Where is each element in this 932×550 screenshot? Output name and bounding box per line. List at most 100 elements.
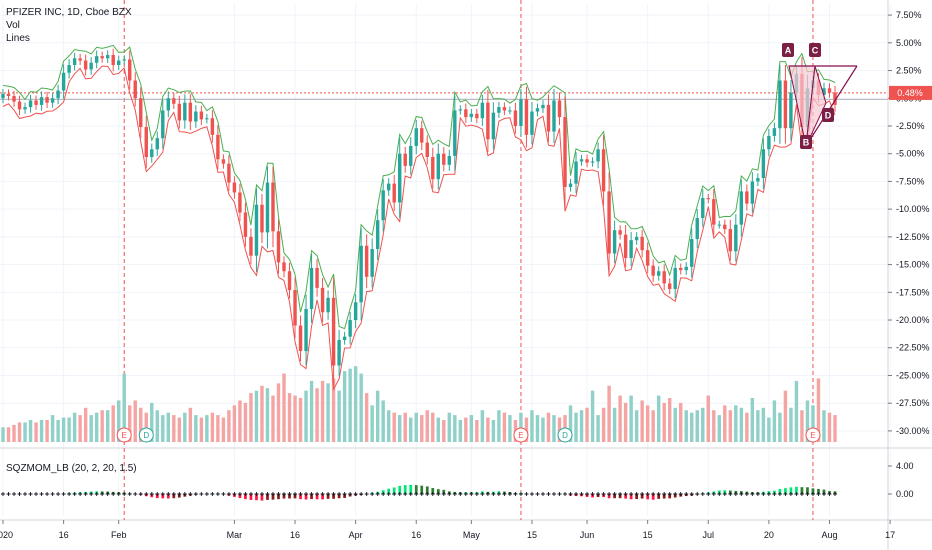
volume-bar — [536, 415, 539, 442]
candle-body — [304, 309, 307, 351]
volume-bar — [34, 422, 37, 442]
candle-body — [679, 268, 682, 270]
volume-bar — [800, 410, 803, 442]
volume-bar — [459, 420, 462, 442]
volume-bar — [833, 415, 836, 442]
candle-body — [178, 104, 181, 121]
chart-legend: PFIZER INC, 1D, Cboe BZX Vol Lines — [6, 6, 132, 45]
pattern-label-b: B — [803, 138, 810, 148]
candle-body — [448, 156, 451, 165]
volume-bar — [530, 410, 533, 442]
price-tick-label-6: -7.50% — [896, 176, 925, 186]
volume-bar — [227, 410, 230, 442]
volume-bar — [288, 393, 291, 442]
volume-bar — [784, 391, 787, 442]
volume-bar — [348, 369, 351, 442]
current-price-label: 0.48% — [897, 88, 923, 98]
candle-body — [359, 246, 362, 303]
volume-bar — [100, 410, 103, 442]
candle-body — [387, 184, 390, 191]
volume-bar — [508, 415, 511, 442]
candle-body — [767, 136, 770, 149]
candle-body — [255, 205, 258, 256]
price-tick-label-4: -2.50% — [896, 121, 925, 131]
volume-bar — [205, 415, 208, 442]
candle-body — [624, 235, 627, 258]
volume-bar — [381, 400, 384, 442]
candle-body — [337, 340, 340, 366]
volume-bar — [442, 420, 445, 442]
volume-bar — [613, 408, 616, 442]
volume-bar — [718, 415, 721, 442]
candle-body — [354, 302, 357, 320]
time-tick-label-11: Jul — [703, 530, 715, 540]
chart-canvas[interactable]: ACDB EDEDE 7.50%5.00%2.50%0.00%-2.50%-5.… — [0, 0, 932, 550]
price-tick-label-8: -12.50% — [896, 232, 930, 242]
price-tick-label-14: -27.50% — [896, 398, 930, 408]
volume-bar — [95, 413, 98, 442]
volume-bar — [299, 398, 302, 442]
price-tick-label-13: -25.00% — [896, 370, 930, 380]
volume-indicator-label[interactable]: Vol — [6, 19, 132, 32]
volume-bar — [7, 427, 10, 442]
volume-bar — [580, 410, 583, 442]
volume-bar — [640, 400, 643, 442]
candle-body — [332, 298, 335, 366]
time-tick-label-12: 20 — [764, 530, 774, 540]
candle-body — [282, 262, 285, 271]
candle-body — [293, 290, 296, 325]
candle-body — [321, 288, 324, 312]
symbol-title[interactable]: PFIZER INC, 1D, Cboe BZX — [6, 6, 132, 19]
volume-bar — [547, 413, 550, 442]
volume-bar — [45, 420, 48, 442]
candle-body — [216, 135, 219, 159]
volume-bar — [685, 410, 688, 442]
candle-body — [343, 337, 346, 340]
price-tick-label-7: -10.00% — [896, 204, 930, 214]
volume-bar — [420, 415, 423, 442]
volume-bar — [200, 418, 203, 442]
volume-bar — [602, 408, 605, 442]
candle-body — [288, 271, 291, 290]
candle-body — [530, 112, 533, 135]
candle-body — [7, 94, 10, 96]
volume-bar — [492, 420, 495, 442]
volume-bar — [233, 405, 236, 442]
candle-body — [123, 59, 126, 60]
candle-body — [519, 99, 522, 126]
time-tick-label-9: Jun — [580, 530, 595, 540]
candle-body — [470, 114, 473, 117]
volume-bar — [629, 396, 632, 442]
volume-bar — [29, 420, 32, 442]
volume-bar — [255, 391, 258, 442]
volume-bar — [12, 425, 15, 442]
volume-bar — [161, 415, 164, 442]
candle-body — [12, 96, 15, 102]
candle-body — [734, 225, 737, 252]
volume-bar — [343, 371, 346, 442]
candle-body — [751, 181, 754, 203]
candle-body — [62, 73, 65, 91]
candle-body — [492, 113, 495, 140]
candle-body — [233, 183, 236, 193]
candle-body — [78, 58, 81, 60]
volume-bar — [293, 396, 296, 442]
event-marker-label-4: E — [810, 431, 815, 440]
time-tick-label-1: 16 — [59, 530, 69, 540]
candle-body — [613, 230, 616, 253]
candle-body — [205, 118, 208, 119]
lines-indicator-label[interactable]: Lines — [6, 32, 132, 45]
price-tick-label-11: -20.00% — [896, 315, 930, 325]
volume-bar — [431, 413, 434, 442]
time-tick-label-14: 17 — [885, 530, 895, 540]
candle-body — [348, 320, 351, 337]
volume-bar — [789, 408, 792, 442]
volume-bar — [337, 391, 340, 442]
time-tick-label-10: 15 — [643, 530, 653, 540]
volume-bar — [646, 405, 649, 442]
oscillator-title[interactable]: SQZMOM_LB (20, 2, 20, 1.5) — [6, 463, 137, 474]
candle-body — [227, 164, 230, 183]
volume-bar — [326, 383, 329, 442]
candle-body — [580, 159, 583, 161]
candle-body — [640, 237, 643, 250]
